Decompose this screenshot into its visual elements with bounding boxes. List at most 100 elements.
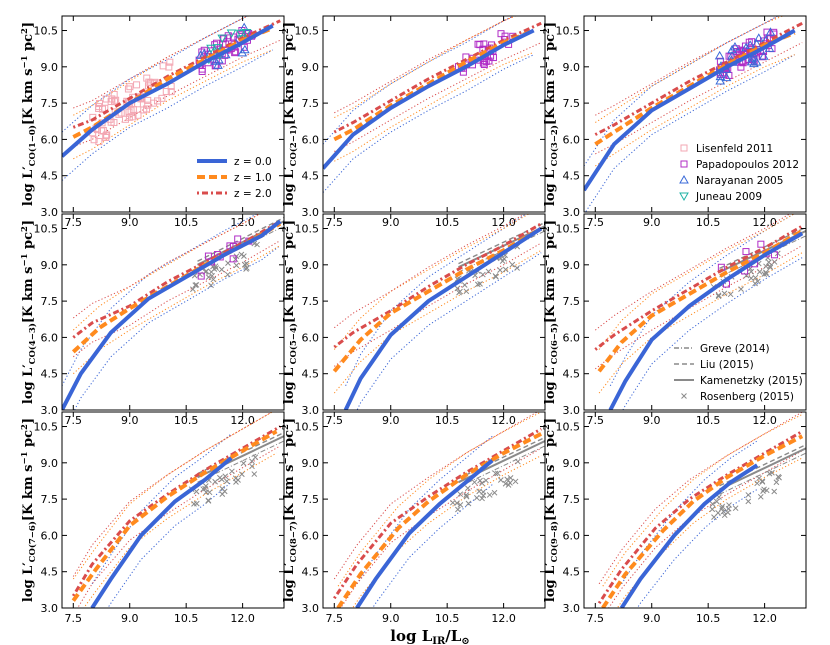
papadopoulos-2012-point [716,57,724,65]
papadopoulos-2012-point [213,39,221,47]
rosenberg-point [193,500,200,507]
rosenberg-point [514,458,521,465]
median-line-z2 [594,224,803,351]
y-axis-label: log L′CO(7−6)[K km s−1 pc2] [20,418,38,602]
y-tick-label: 6.0 [302,133,320,146]
rosenberg-point [233,479,239,485]
legend-label: Narayanan 2005 [696,175,784,187]
rosenberg-point [457,502,464,508]
rosenberg-point [208,282,214,289]
lisenfeld-2011-point [134,111,142,119]
greve-2014-line [719,452,806,495]
y-tick-label: 3.0 [563,206,581,219]
z0-upper-envelope [62,16,248,133]
y-axis-label: log L′CO(9−8)[K km s−1 pc2] [542,418,560,602]
rosenberg-point [715,293,722,300]
rosenberg-point [238,251,245,258]
rosenberg-point [218,266,225,273]
legend-redshift: z = 0.0 z = 1.0 z = 2.0 [197,156,272,200]
rosenberg-point [754,480,761,487]
plot-area [597,412,806,608]
rosenberg-point [225,260,231,267]
y-tick-label: 7.5 [302,493,320,506]
y-tick-label: 7.5 [302,295,320,308]
y-axis-label: log L′CO(8−7)[K km s−1 pc2] [281,418,299,602]
rosenberg-point [719,505,725,512]
y-tick-label: 10.5 [34,223,59,236]
z0-upper-envelope [323,16,515,145]
legend-label: Papadopoulos 2012 [696,159,799,171]
rosenberg-point [192,282,199,289]
median-line-z0 [608,231,804,410]
rosenberg-point [210,276,217,283]
rosenberg-point [767,264,774,271]
y-tick-label: 4.5 [302,368,320,381]
legend-marker-narayanan [679,174,689,184]
median-line-z0 [62,219,282,410]
panel-frame [322,411,546,609]
papadopoulos-2012-point [198,67,206,75]
median-line-z0 [584,28,796,192]
rosenberg-point [479,480,485,487]
z0-upper-envelope [356,435,493,585]
rosenberg-point [715,510,721,516]
rosenberg-point [205,498,212,504]
legend-label: Rosenberg (2015) [700,391,794,403]
rosenberg-point [492,470,499,477]
median-line-z1 [72,26,274,139]
y-tick-label: 4.5 [563,566,581,579]
rosenberg-point [757,493,764,500]
median-line-z2 [594,21,803,136]
z2-upper-envelope [334,16,516,114]
papadopoulos-2012-point [234,235,242,243]
x-tick-label: 10.5 [696,414,721,427]
y-axis-label: log L′CO(3−2)[K km s−1 pc2] [542,22,560,206]
median-line-z0 [355,458,494,608]
y-tick-label: 10.5 [295,223,320,236]
rosenberg-point [497,267,503,273]
rosenberg-point [212,478,218,485]
x-tick-label: 12.0 [752,612,777,625]
x-tick-label: 10.5 [174,414,199,427]
z2-upper-envelope [73,16,250,109]
x-axis-label: log LIR/L⊙ [390,627,469,645]
lisenfeld-2011-point [90,136,98,144]
rosenberg-point [509,261,516,268]
y-tick-label: 9.0 [41,457,59,470]
x-tick-label: 12.0 [491,414,516,427]
rosenberg-point [497,477,504,483]
narayanan-2005-point [210,56,221,65]
z2-lower-envelope [595,42,803,155]
legend-label: Kamenetzky (2015) [700,375,803,387]
z0-upper-envelope [621,440,758,585]
y-tick-label: 7.5 [41,97,59,110]
plot-area [332,214,545,410]
x-tick-label: 7.5 [587,612,605,625]
rosenberg-point [254,241,260,248]
lisenfeld-2011-point [165,63,173,71]
x-tick-label: 7.5 [65,612,83,625]
z2-upper-envelope [333,412,539,580]
panel-frame [583,15,807,213]
rosenberg-point [499,258,506,264]
narayanan-2005-point [745,40,756,49]
y-tick-label: 3.0 [302,602,320,615]
panel-frame [583,411,807,609]
narayanan-2005-point [749,58,759,68]
z0-lower-envelope [107,481,232,608]
y-tick-label: 4.5 [302,170,320,183]
legend-label: Lisenfeld 2011 [696,143,773,155]
rosenberg-point [479,495,485,502]
y-tick-label: 6.0 [563,331,581,344]
rosenberg-point [727,291,734,298]
rosenberg-point [483,477,489,484]
lisenfeld-2011-point [133,81,141,89]
z2-upper-envelope [72,412,273,577]
rosenberg-point [745,492,752,498]
rosenberg-point [209,272,215,279]
rosenberg-point [492,273,499,279]
